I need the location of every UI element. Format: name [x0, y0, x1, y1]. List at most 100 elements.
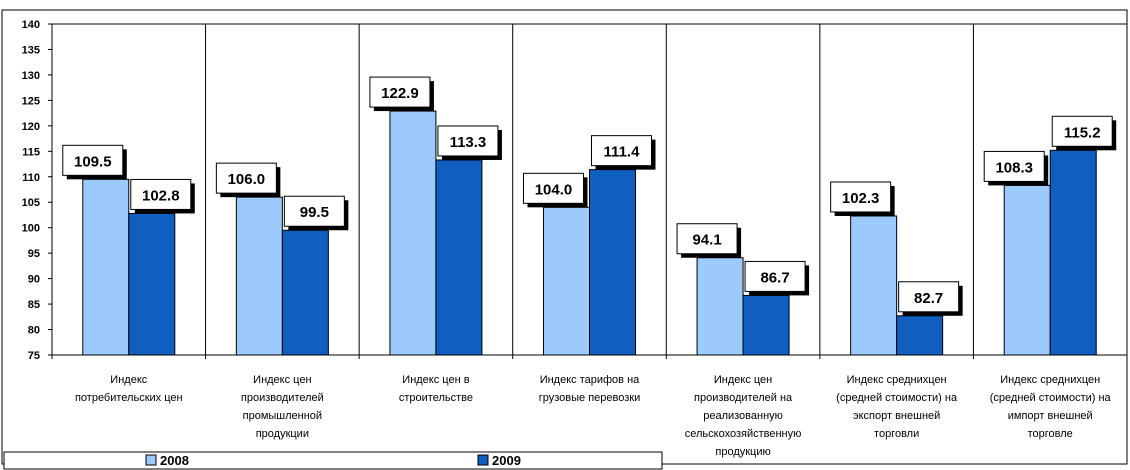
category-label-line: (средней стоимости) на [990, 392, 1112, 404]
bar-2008 [235, 196, 283, 356]
category-label-line: производителей [241, 392, 324, 404]
data-label-box [130, 178, 192, 210]
bar-2008 [82, 178, 130, 356]
data-label-box [676, 223, 738, 255]
y-tick-label: 80 [28, 325, 40, 337]
category-label-line: торговле [1028, 428, 1073, 440]
category-label: Индекс цен в строительстве [399, 374, 473, 404]
y-tick-label: 130 [22, 70, 40, 82]
data-label-box [983, 150, 1045, 182]
legend-box [3, 451, 663, 470]
category-label-line: торговли [874, 428, 919, 440]
category-label: Индекс среднихцен (средней стоимости) на э… [836, 374, 958, 440]
category-label: Индекс среднихцен (средней стоимости) на и… [990, 374, 1112, 440]
bar-2008 [1003, 184, 1051, 356]
data-label-box [744, 260, 806, 292]
data-label-2009: 102.8 [130, 178, 195, 214]
bar-2009 [896, 315, 944, 356]
category-label-line: Индекс цен [253, 374, 311, 386]
data-label-2008: 109.5 [62, 144, 127, 180]
y-tick-label: 90 [28, 274, 40, 286]
data-label-text: 113.3 [450, 134, 487, 151]
category-label-line: экспорт внешней [853, 410, 940, 422]
y-tick-label: 100 [22, 223, 40, 235]
category-label: Индекс цен производителей на реализованную… [685, 374, 802, 458]
data-label-box [215, 162, 277, 194]
data-label-2008: 106.0 [215, 162, 281, 198]
y-tick-label: 95 [28, 248, 40, 260]
data-label-text: 102.3 [842, 190, 880, 207]
data-label-text: 111.4 [604, 144, 641, 161]
data-label-box [1051, 115, 1113, 147]
data-label-text: 109.5 [74, 153, 112, 170]
category-label-line: импорт внешней [1008, 410, 1093, 422]
data-label-2009: 86.7 [744, 260, 810, 296]
data-label-box [283, 195, 345, 227]
data-label-2008: 94.1 [676, 223, 742, 258]
plot-area: 75 80 85 90 95 100 105 110 115 120 125 130 135 140 109… [1, 9, 1128, 465]
bar-2009 [281, 229, 329, 356]
category-label-line: потребительских цен [75, 392, 183, 404]
data-label-2009: 111.4 [591, 135, 656, 170]
y-tick-label: 85 [28, 299, 40, 311]
category-label-line: Индекс цен в [402, 374, 469, 386]
data-label-2009: 99.5 [283, 195, 349, 231]
bar-2008 [543, 206, 590, 356]
category-label-line: продукцию [715, 446, 770, 458]
data-label-text: 99.5 [300, 204, 329, 221]
category-label-line: строительстве [399, 392, 473, 404]
category-label-line: продукции [256, 428, 309, 440]
data-label-text: 104.0 [535, 181, 573, 198]
bar-2008 [850, 215, 898, 356]
category-label: Индекс потребительских цен [75, 374, 183, 404]
data-label-2009: 115.2 [1051, 115, 1117, 151]
y-tick-label: 120 [22, 121, 40, 133]
category-label: Индекс тарифов на грузовые перевозки [539, 374, 641, 404]
bar-2008 [389, 110, 437, 356]
category-label-line: грузовые перевозки [539, 392, 641, 404]
category-label-line: реализованную [703, 410, 783, 422]
data-label-text: 115.2 [1064, 124, 1101, 141]
y-tick-label: 125 [22, 95, 40, 107]
legend-label-2009: 2009 [492, 453, 521, 468]
data-label-box [523, 172, 584, 204]
data-label-box [437, 125, 499, 157]
legend-swatch-2009 [477, 454, 489, 466]
data-label-text: 102.8 [142, 187, 180, 204]
category-labels: Индекс потребительских цен Индекс цен произ… [75, 374, 1112, 458]
legend-label-2008: 2008 [160, 453, 189, 468]
data-label-text: 94.1 [692, 232, 721, 249]
data-label-2008: 108.3 [983, 150, 1049, 186]
category-label-line: производителей на [694, 392, 793, 404]
data-label-2009: 82.7 [898, 281, 963, 316]
data-label-box [591, 135, 652, 167]
y-tick-label: 135 [22, 44, 40, 56]
category-label-line: Индекс среднихцен [1000, 374, 1100, 386]
category-label-line: (средней стоимости) на [836, 392, 958, 404]
y-tick-label: 140 [22, 19, 40, 31]
category-label-line: промышленной [243, 410, 322, 422]
data-label-box [369, 76, 431, 108]
data-label-text: 106.0 [228, 171, 266, 188]
data-label-2008: 122.9 [369, 76, 434, 112]
data-label-box [898, 281, 960, 313]
y-tick-label: 105 [22, 197, 40, 209]
data-label-text: 122.9 [381, 85, 419, 102]
category-label-line: Индекс тарифов на [540, 374, 640, 386]
bar-2009 [742, 294, 790, 356]
data-label-2008: 102.3 [830, 181, 895, 216]
legend: 2008 2009 [3, 451, 663, 470]
category-label-line: сельскохозяйственную [685, 428, 802, 440]
bar-2008 [696, 257, 744, 356]
y-tick-label: 115 [22, 146, 40, 158]
category-label: Индекс цен производителей промышленной прод… [241, 374, 324, 440]
bar-2009 [1049, 149, 1097, 356]
data-label-2008: 104.0 [523, 172, 588, 208]
category-label-line: Индекс цен [714, 374, 772, 386]
category-label-line: Индекс среднихцен [847, 374, 947, 386]
category-label-line: Индекс [110, 374, 147, 386]
data-label-text: 108.3 [995, 159, 1033, 176]
bar-2009 [589, 169, 636, 356]
y-tick-label: 110 [22, 172, 40, 184]
